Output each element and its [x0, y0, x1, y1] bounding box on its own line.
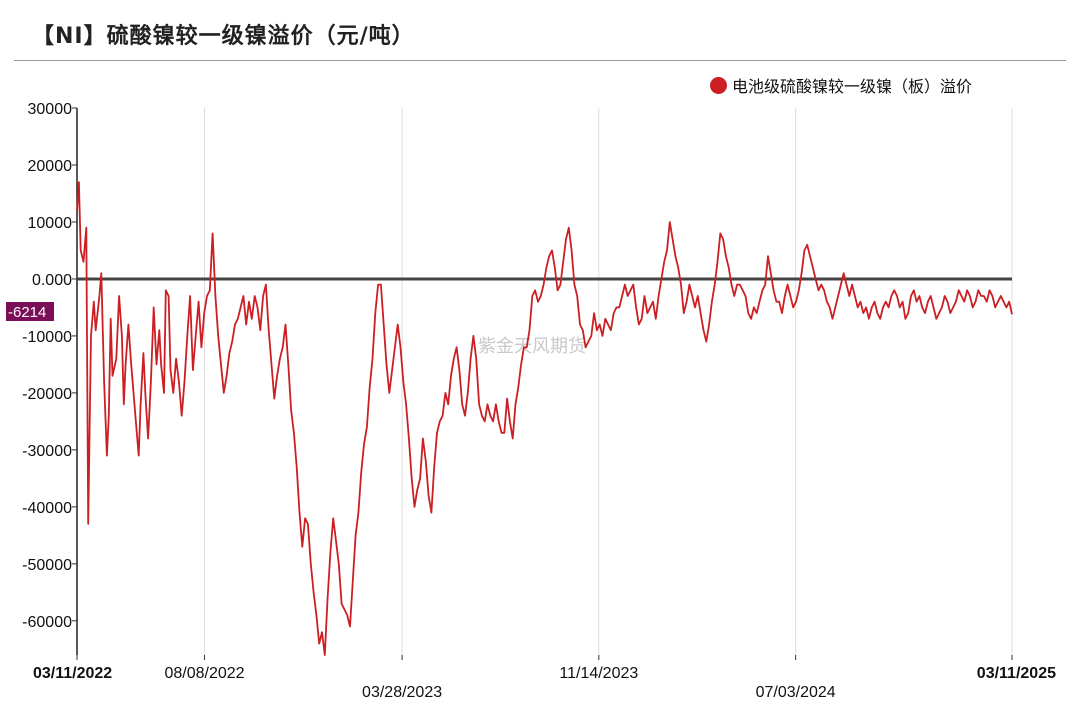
y-tick-label: 30000 [28, 101, 73, 118]
y-tick-label: 20000 [28, 158, 73, 175]
y-tick-label: -60000 [22, 614, 72, 631]
legend: 电池级硫酸镍较一级镍（板）溢价 [709, 73, 972, 97]
y-tick-label: 0.000 [32, 272, 72, 289]
value-readout: -6214 [6, 302, 54, 321]
y-tick-label: 10000 [28, 215, 73, 232]
series-line-0 [76, 181, 1013, 656]
grid-lines [204, 108, 1013, 655]
readout-box [6, 302, 54, 321]
y-tick-label: -40000 [22, 500, 72, 517]
y-tick-label: -30000 [22, 443, 72, 460]
x-axis-ticks: 03/11/2022 08/08/2022 03/28/2023 11/14/2023… [33, 655, 1056, 701]
watermark: 紫金天风期货 [478, 336, 586, 357]
x-tick-label: 03/11/2025 [977, 665, 1056, 682]
y-axis-ticks: 30000 20000 10000 0.000 -10000 -20000 -30000 -4… [22, 101, 78, 655]
y-tick-label: -50000 [22, 557, 72, 574]
readout-value: -6214 [8, 304, 46, 321]
y-tick-label: -20000 [22, 386, 72, 403]
legend-marker [709, 76, 727, 94]
plot-area [76, 181, 1013, 656]
chart-title: 【NI】硫酸镍较一级镍溢价（元/吨） [32, 24, 415, 49]
y-tick-label: -10000 [22, 329, 72, 346]
title-divider [14, 60, 1066, 61]
x-tick-label: 03/11/2022 [33, 665, 112, 682]
x-tick-label: 03/28/2023 [362, 684, 442, 701]
x-tick-label: 11/14/2023 [559, 665, 638, 682]
x-tick-label: 07/03/2024 [756, 684, 836, 701]
x-tick-label: 08/08/2022 [164, 665, 244, 682]
legend-label: 电池级硫酸镍较一级镍（板）溢价 [731, 77, 972, 96]
